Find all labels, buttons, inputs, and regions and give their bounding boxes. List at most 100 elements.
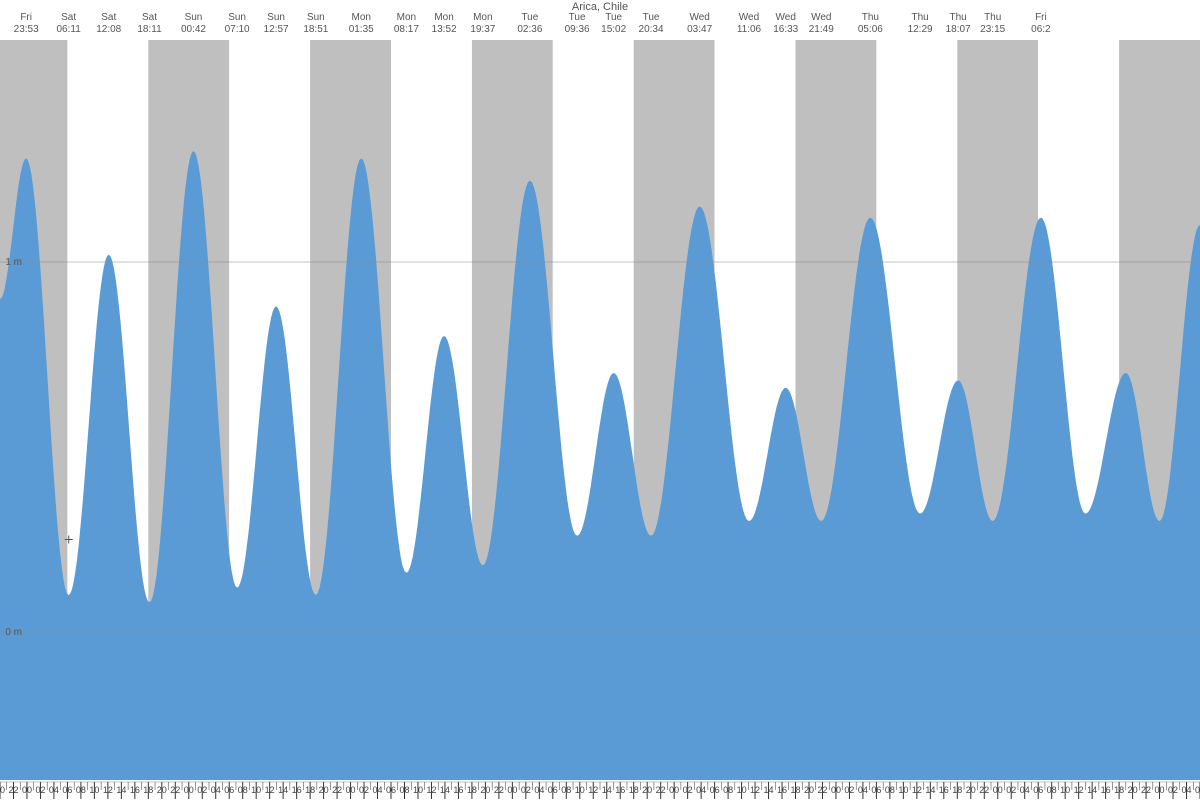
tide-label-time: 16:33: [773, 24, 798, 35]
x-axis-label: 18: [790, 785, 800, 795]
x-axis-label: 18: [305, 785, 315, 795]
x-axis-label: 06: [1033, 785, 1043, 795]
tide-label-time: 12:08: [96, 24, 121, 35]
x-axis-label: 00: [184, 785, 194, 795]
x-axis-label: 10: [413, 785, 423, 795]
x-axis-label: 18: [629, 785, 639, 795]
tide-label-day: Wed: [776, 12, 796, 23]
x-axis-label: 00: [993, 785, 1003, 795]
tide-label-day: Thu: [911, 12, 928, 23]
tide-label-day: Sat: [61, 12, 76, 23]
x-axis-label: 16: [1101, 785, 1111, 795]
x-axis-label: 18: [467, 785, 477, 795]
x-axis-label: 04: [373, 785, 383, 795]
x-axis-label: 22: [817, 785, 827, 795]
tide-chart: 0 m1 mArica, ChileFri23:53Sat06:11Sat12:…: [0, 0, 1200, 800]
x-axis-label: 00: [22, 785, 32, 795]
x-axis-label: 16: [130, 785, 140, 795]
x-axis-label: 02: [521, 785, 531, 795]
x-axis-label: 04: [49, 785, 59, 795]
x-axis-label: 00: [507, 785, 517, 795]
x-axis-label: 04: [534, 785, 544, 795]
x-axis-label: 20: [966, 785, 976, 795]
x-axis-label: 02: [844, 785, 854, 795]
x-axis-label: 18: [1114, 785, 1124, 795]
tide-label-day: Wed: [811, 12, 831, 23]
x-axis-label: 22: [170, 785, 180, 795]
x-axis-label: 14: [1087, 785, 1097, 795]
x-axis-label: 08: [561, 785, 571, 795]
x-axis-label: 14: [440, 785, 450, 795]
tide-label-day: Sat: [101, 12, 116, 23]
tide-label-day: Sat: [142, 12, 157, 23]
tide-label-day: Thu: [984, 12, 1001, 23]
x-axis-label: 04: [1182, 785, 1192, 795]
x-axis-label: 16: [777, 785, 787, 795]
tide-label-day: Fri: [20, 12, 32, 23]
tide-label-day: Tue: [569, 12, 586, 23]
tide-label-time: 18:51: [303, 24, 328, 35]
x-axis-label: 16: [292, 785, 302, 795]
tide-label-day: Sun: [307, 12, 325, 23]
x-axis-label: 10: [251, 785, 261, 795]
tide-label-time: 12:29: [908, 24, 933, 35]
x-axis-label: 00: [346, 785, 356, 795]
tide-label-time: 01:35: [349, 24, 374, 35]
tide-label-day: Tue: [605, 12, 622, 23]
tide-label-time: 21:49: [809, 24, 834, 35]
x-axis-label: 20: [642, 785, 652, 795]
tide-label-time: 18:07: [946, 24, 971, 35]
x-axis-label: 22: [979, 785, 989, 795]
tide-chart-svg: 0 m1 mArica, ChileFri23:53Sat06:11Sat12:…: [0, 0, 1200, 800]
tide-label-time: 15:02: [601, 24, 626, 35]
x-axis-label: 06: [62, 785, 72, 795]
x-axis-label: 14: [602, 785, 612, 795]
x-axis-label: 12: [426, 785, 436, 795]
x-axis-label: 08: [1047, 785, 1057, 795]
x-axis-label: 04: [211, 785, 221, 795]
x-axis-label: 16: [939, 785, 949, 795]
x-axis-label: 12: [588, 785, 598, 795]
x-axis-label: 10: [89, 785, 99, 795]
x-axis-label: 22: [1141, 785, 1151, 795]
tide-label-time: 23:53: [14, 24, 39, 35]
x-axis-label: 02: [197, 785, 207, 795]
tide-label-day: Sun: [228, 12, 246, 23]
x-axis-label: 02: [1006, 785, 1016, 795]
y-axis-label: 0 m: [5, 627, 22, 638]
x-axis-label: 06: [871, 785, 881, 795]
x-axis-label: 14: [764, 785, 774, 795]
tide-label-time: 09:36: [565, 24, 590, 35]
tide-label-day: Tue: [643, 12, 660, 23]
tide-label-time: 08:17: [394, 24, 419, 35]
tide-label-day: Mon: [434, 12, 453, 23]
tide-label-time: 07:10: [225, 24, 250, 35]
x-axis-label: 14: [925, 785, 935, 795]
tide-label-time: 18:11: [137, 24, 162, 35]
tide-label-day: Tue: [521, 12, 538, 23]
tide-label-time: 19:37: [470, 24, 495, 35]
x-axis-label: 22: [494, 785, 504, 795]
x-axis-label: 12: [103, 785, 113, 795]
x-axis-label: 20: [157, 785, 167, 795]
x-axis-label: 20: [1128, 785, 1138, 795]
x-axis-label: 22: [332, 785, 342, 795]
x-axis-label: 12: [265, 785, 275, 795]
x-axis-label: 22: [8, 785, 18, 795]
tide-label-time: 06:11: [56, 24, 81, 35]
y-axis-label: 1 m: [5, 257, 22, 268]
x-axis-label: 00: [1155, 785, 1165, 795]
x-axis-label: 06: [710, 785, 720, 795]
tide-label-time: 03:47: [687, 24, 712, 35]
tide-label-time: 00:42: [181, 24, 206, 35]
x-axis-label: 10: [737, 785, 747, 795]
x-axis-label: 04: [858, 785, 868, 795]
x-axis-label: 02: [359, 785, 369, 795]
x-axis-label: 22: [656, 785, 666, 795]
x-axis-label: 20: [804, 785, 814, 795]
x-axis-label: 14: [116, 785, 126, 795]
x-axis-label: 06: [1195, 785, 1200, 795]
x-axis-label: 02: [1168, 785, 1178, 795]
tide-label-day: Sun: [267, 12, 285, 23]
x-axis-label: 06: [224, 785, 234, 795]
